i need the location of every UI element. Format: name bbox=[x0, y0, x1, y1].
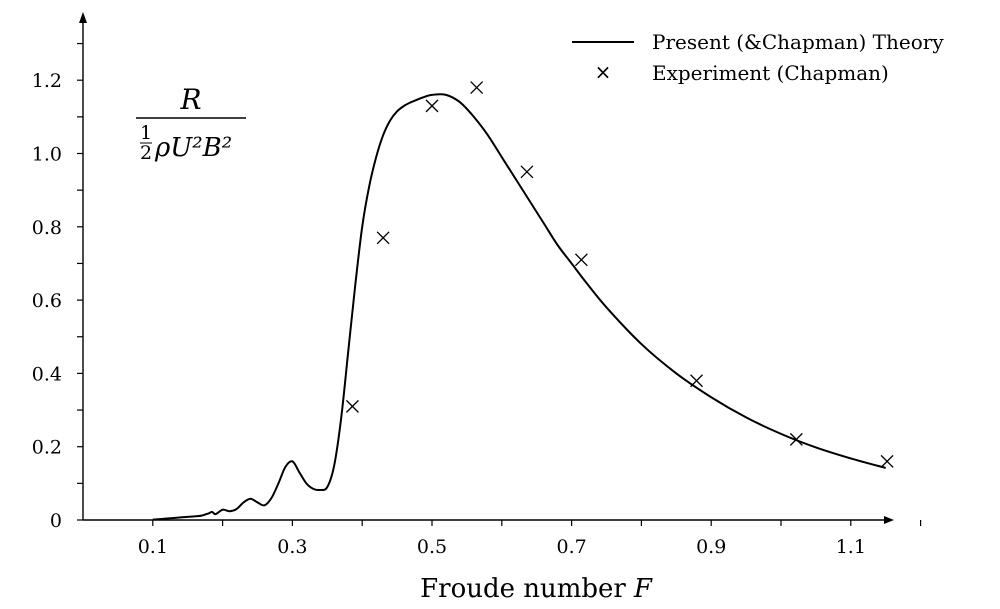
legend-marker-experiment: × bbox=[595, 60, 612, 84]
x-axis-title: Froude number F bbox=[420, 574, 653, 604]
data-point-experiment bbox=[880, 454, 894, 468]
y-label-half-top: 1 bbox=[140, 122, 152, 144]
y-axis-arrow bbox=[79, 12, 87, 23]
x-tick-label: 0.7 bbox=[556, 536, 586, 558]
data-point-experiment bbox=[345, 399, 359, 413]
x-tick-label: 1.1 bbox=[836, 536, 866, 558]
data-point-experiment bbox=[376, 231, 390, 245]
x-axis-title-symbol: F bbox=[633, 574, 653, 604]
y-tick-label: 0.6 bbox=[32, 290, 62, 312]
x-axis-label: Froude number F bbox=[420, 574, 653, 604]
x-ticks: 0.1 0.3 0.5 0.7 0.9 1.1 bbox=[138, 520, 922, 558]
x-tick-label: 0.9 bbox=[696, 536, 726, 558]
y-tick-label: 0.4 bbox=[32, 363, 62, 385]
legend-label-experiment: Experiment (Chapman) bbox=[652, 61, 889, 85]
data-point-experiment bbox=[789, 432, 803, 446]
legend: Present (&Chapman) Theory × Experiment (… bbox=[572, 30, 944, 85]
y-tick-label: 1.2 bbox=[32, 70, 62, 92]
y-tick-label: 1.0 bbox=[32, 144, 62, 166]
y-label-numerator: R bbox=[179, 83, 201, 116]
series-line-theory bbox=[152, 93, 886, 521]
data-point-experiment bbox=[690, 374, 704, 388]
y-label-denominator: ρU²B² bbox=[154, 133, 232, 163]
series-group bbox=[152, 81, 894, 521]
data-point-experiment bbox=[574, 253, 588, 267]
y-tick-label: 0.8 bbox=[32, 217, 62, 239]
y-label-half-bottom: 2 bbox=[140, 142, 152, 164]
axes bbox=[79, 12, 894, 524]
y-axis-label: R 1 2 ρU²B² bbox=[136, 83, 246, 164]
y-tick-label: 0.2 bbox=[32, 437, 62, 459]
y-ticks: 0 0.2 0.4 0.6 0.8 1.0 1.2 bbox=[32, 42, 83, 532]
legend-label-theory: Present (&Chapman) Theory bbox=[652, 30, 944, 54]
x-tick-label: 0.5 bbox=[417, 536, 447, 558]
data-point-experiment bbox=[425, 99, 439, 113]
x-axis-arrow bbox=[884, 516, 894, 524]
x-axis-title-text: Froude number bbox=[420, 574, 626, 604]
x-tick-label: 0.3 bbox=[277, 536, 307, 558]
y-tick-label: 0 bbox=[50, 510, 62, 532]
data-point-experiment bbox=[470, 81, 484, 94]
x-tick-label: 0.1 bbox=[138, 536, 168, 558]
data-point-experiment bbox=[520, 165, 534, 179]
